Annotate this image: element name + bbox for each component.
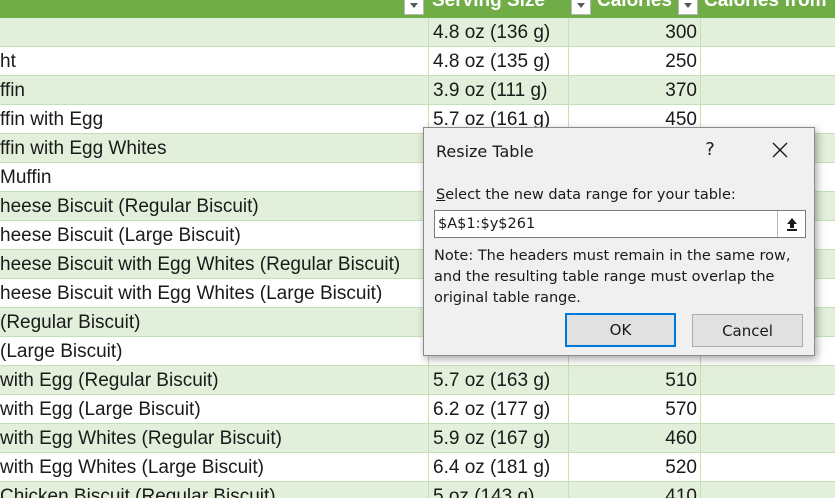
range-prompt-label: Select the new data range for your table…: [436, 187, 736, 203]
cancel-button[interactable]: Cancel: [692, 314, 803, 347]
filter-dropdown-icon[interactable]: [571, 0, 591, 15]
calories-cell[interactable]: 450: [568, 105, 700, 134]
item-cell[interactable]: ht: [0, 51, 16, 72]
calories-from-cell[interactable]: [700, 453, 835, 482]
calories-from-cell[interactable]: [700, 482, 835, 498]
serving-size-cell[interactable]: 6.2 oz (177 g): [428, 395, 568, 424]
item-cell[interactable]: with Egg Whites (Regular Biscuit): [0, 428, 282, 449]
item-cell[interactable]: Chicken Biscuit (Regular Biscuit): [0, 486, 276, 498]
serving-size-cell[interactable]: 4.8 oz (135 g): [428, 47, 568, 76]
serving-size-cell[interactable]: 5 oz (143 g): [428, 482, 568, 498]
item-cell[interactable]: (Large Biscuit): [0, 341, 123, 362]
item-cell[interactable]: ffin: [0, 80, 26, 101]
calories-cell[interactable]: 300: [568, 18, 700, 47]
close-icon[interactable]: [766, 138, 794, 162]
calories-from-cell[interactable]: [700, 395, 835, 424]
table-row: with Egg Whites (Regular Biscuit) 5.9 oz …: [0, 424, 835, 453]
header-serving-size: Serving Size: [432, 0, 545, 11]
collapse-dialog-icon: [786, 218, 797, 231]
serving-size-cell[interactable]: 5.9 oz (167 g): [428, 424, 568, 453]
item-cell[interactable]: heese Biscuit with Egg Whites (Large Bis…: [0, 283, 383, 304]
table-header-row: Serving Size Calories Calories from: [0, 0, 835, 18]
calories-cell[interactable]: 250: [568, 47, 700, 76]
calories-cell[interactable]: 410: [568, 482, 700, 498]
note-text: Note: The headers must remain in the sam…: [434, 248, 791, 306]
access-key: S: [436, 187, 446, 203]
filter-dropdown-icon[interactable]: [678, 0, 698, 15]
serving-size-cell[interactable]: 5.7 oz (163 g): [428, 366, 568, 395]
range-input[interactable]: [435, 211, 778, 237]
calories-cell[interactable]: 570: [568, 395, 700, 424]
serving-size-cell[interactable]: 6.4 oz (181 g): [428, 453, 568, 482]
item-cell[interactable]: ffin with Egg Whites: [0, 138, 167, 159]
header-calories-from: Calories from: [704, 0, 827, 11]
ok-button[interactable]: OK: [565, 313, 676, 347]
calories-from-cell[interactable]: [700, 76, 835, 105]
table-row: ht 4.8 oz (135 g) 250: [0, 47, 835, 76]
calories-from-cell[interactable]: [700, 424, 835, 453]
serving-size-cell[interactable]: 3.9 oz (111 g): [428, 76, 568, 105]
calories-from-cell[interactable]: [700, 18, 835, 47]
table-row: with Egg Whites (Large Biscuit) 6.4 oz (1…: [0, 453, 835, 482]
item-cell[interactable]: ffin with Egg: [0, 109, 104, 130]
calories-cell[interactable]: 460: [568, 424, 700, 453]
calories-cell[interactable]: 370: [568, 76, 700, 105]
item-cell[interactable]: heese Biscuit (Large Biscuit): [0, 225, 241, 246]
table-row: with Egg (Regular Biscuit) 5.7 oz (163 g)…: [0, 366, 835, 395]
table-row: with Egg (Large Biscuit) 6.2 oz (177 g) 57…: [0, 395, 835, 424]
item-cell[interactable]: [0, 18, 428, 47]
calories-cell[interactable]: 510: [568, 366, 700, 395]
item-cell[interactable]: Muffin: [0, 167, 52, 188]
item-cell[interactable]: with Egg Whites (Large Biscuit): [0, 457, 264, 478]
item-cell[interactable]: (Regular Biscuit): [0, 312, 141, 333]
dialog-title: Resize Table: [436, 142, 534, 161]
resize-table-dialog: Resize Table ? Select the new data range…: [423, 127, 815, 356]
item-cell[interactable]: heese Biscuit with Egg Whites (Regular B…: [0, 254, 401, 275]
calories-cell[interactable]: 520: [568, 453, 700, 482]
item-cell[interactable]: heese Biscuit (Regular Biscuit): [0, 196, 259, 217]
prompt-text: elect the new data range for your table:: [445, 187, 736, 203]
filter-dropdown-icon[interactable]: [404, 0, 424, 15]
calories-from-cell[interactable]: [700, 366, 835, 395]
table-row: 4.8 oz (136 g) 300: [0, 18, 835, 47]
item-cell[interactable]: with Egg (Large Biscuit): [0, 399, 201, 420]
collapse-dialog-button[interactable]: [777, 211, 805, 237]
help-button[interactable]: ?: [705, 139, 715, 160]
range-field: [434, 210, 806, 238]
calories-from-cell[interactable]: [700, 47, 835, 76]
table-row: ffin 3.9 oz (111 g) 370: [0, 76, 835, 105]
serving-size-cell[interactable]: 4.8 oz (136 g): [428, 18, 568, 47]
item-cell[interactable]: with Egg (Regular Biscuit): [0, 370, 219, 391]
table-row: Chicken Biscuit (Regular Biscuit) 5 oz (1…: [0, 482, 835, 498]
header-calories: Calories: [597, 0, 672, 11]
calories-from-cell[interactable]: [700, 105, 835, 134]
serving-size-cell[interactable]: 5.7 oz (161 g): [428, 105, 568, 134]
